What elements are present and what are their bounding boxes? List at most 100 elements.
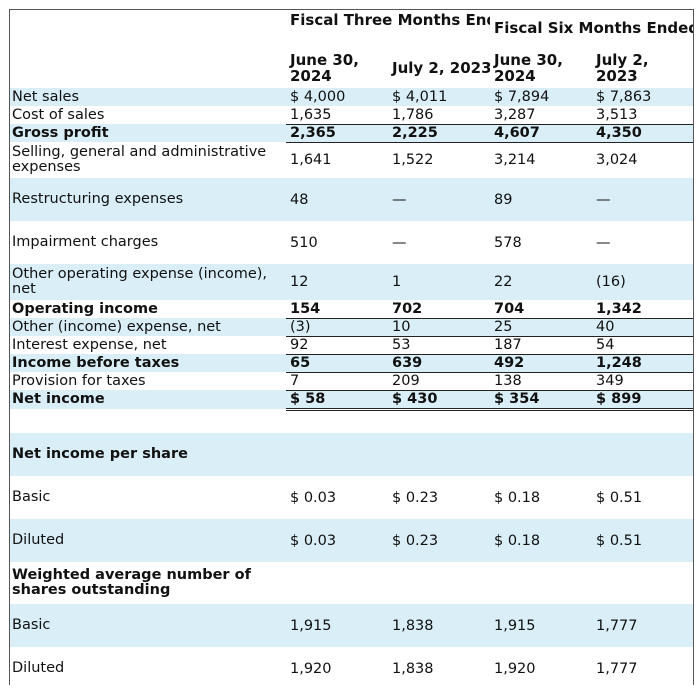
- table-row: Net sales $ 4,000 $ 4,011 $ 7,894 $ 7,86…: [10, 88, 693, 106]
- cell-value: $ 0.51: [592, 476, 693, 519]
- cell-value: 2,365: [286, 124, 388, 143]
- cell-value: 53: [388, 336, 490, 355]
- section-header-row: Weighted average number of shares outsta…: [10, 562, 693, 604]
- cell-value: 510: [286, 221, 388, 264]
- cell-value: $ 354: [490, 390, 592, 411]
- table-row: Net income $ 58 $ 430 $ 354 $ 899: [10, 390, 693, 411]
- section-label-eps: Net income per share: [10, 433, 286, 476]
- row-label: Impairment charges: [10, 221, 286, 264]
- income-statement-table: Fiscal Three Months Ended Fiscal Six Mon…: [10, 10, 693, 690]
- cell-value: 1,915: [286, 604, 388, 647]
- cell-value: 7: [286, 372, 388, 391]
- row-label: Basic: [10, 604, 286, 647]
- cell-value: 187: [490, 336, 592, 355]
- row-label: Cost of sales: [10, 106, 286, 124]
- table-row: Provision for taxes 7 209 138 349: [10, 372, 693, 391]
- table-row: Other (income) expense, net (3) 10 25 40: [10, 318, 693, 337]
- section-header-row: Net income per share: [10, 433, 693, 476]
- cell-value: —: [388, 178, 490, 221]
- table-row: Restructuring expenses 48 — 89 —: [10, 178, 693, 221]
- row-label: Basic: [10, 476, 286, 519]
- cell-value: $ 7,894: [490, 88, 592, 106]
- table-row: Cost of sales 1,635 1,786 3,287 3,513: [10, 106, 693, 125]
- cell-value: $ 58: [286, 390, 388, 411]
- row-label: Operating income: [10, 300, 286, 318]
- cell-value: 4,607: [490, 124, 592, 143]
- cell-value: [388, 562, 490, 604]
- cell-value: $ 0.18: [490, 519, 592, 562]
- header-three-months: Fiscal Three Months Ended: [286, 10, 490, 48]
- cell-value: $ 0.23: [388, 476, 490, 519]
- cell-value: 40: [592, 318, 693, 337]
- cell-value: 10: [388, 318, 490, 337]
- header-empty: [10, 48, 286, 88]
- row-label: Net income: [10, 390, 286, 409]
- cell-value: 1: [388, 264, 490, 300]
- header-empty: [10, 10, 286, 48]
- cell-value: 3,024: [592, 142, 693, 178]
- cell-value: 1,920: [286, 647, 388, 690]
- cell-value: [592, 433, 693, 476]
- cell-value: 65: [286, 354, 388, 373]
- cell-value: —: [592, 221, 693, 264]
- cell-value: $ 0.03: [286, 519, 388, 562]
- cell-value: 702: [388, 300, 490, 319]
- cell-value: —: [592, 178, 693, 221]
- cell-value: $ 899: [592, 390, 693, 411]
- cell-value: 89: [490, 178, 592, 221]
- cell-value: 1,248: [592, 354, 693, 373]
- cell-value: $ 0.18: [490, 476, 592, 519]
- cell-value: $ 430: [388, 390, 490, 411]
- spacer-row: [10, 409, 693, 433]
- cell-value: 704: [490, 300, 592, 319]
- table-row: Operating income 154 702 704 1,342: [10, 300, 693, 319]
- header-six-months: Fiscal Six Months Ended: [490, 10, 693, 48]
- cell-value: —: [388, 221, 490, 264]
- header-date-row: June 30, 2024 July 2, 2023 June 30, 2024…: [10, 48, 693, 88]
- row-label: Other (income) expense, net: [10, 318, 286, 336]
- cell-value: $ 0.03: [286, 476, 388, 519]
- cell-value: $ 7,863: [592, 88, 693, 106]
- row-label: Selling, general and administrative expe…: [10, 142, 286, 178]
- row-label: Gross profit: [10, 124, 286, 142]
- table-row: Diluted $ 0.03 $ 0.23 $ 0.18 $ 0.51: [10, 519, 693, 562]
- cell-value: 12: [286, 264, 388, 300]
- cell-value: 3,287: [490, 106, 592, 125]
- cell-value: $ 4,000: [286, 88, 388, 106]
- cell-value: 1,777: [592, 604, 693, 647]
- section-label-shares: Weighted average number of shares outsta…: [10, 562, 286, 604]
- cell-value: 1,635: [286, 106, 388, 125]
- table-row: Diluted 1,920 1,838 1,920 1,777: [10, 647, 693, 690]
- cell-value: 25: [490, 318, 592, 337]
- row-label: Interest expense, net: [10, 336, 286, 354]
- cell-value: 4,350: [592, 124, 693, 143]
- cell-value: 1,920: [490, 647, 592, 690]
- cell-value: [388, 433, 490, 476]
- cell-value: [490, 562, 592, 604]
- row-label: Restructuring expenses: [10, 178, 286, 221]
- cell-value: 578: [490, 221, 592, 264]
- table-row: Basic 1,915 1,838 1,915 1,777: [10, 604, 693, 647]
- cell-value: [286, 562, 388, 604]
- cell-value: [286, 433, 388, 476]
- cell-value: 1,777: [592, 647, 693, 690]
- col-header-jul-2023-3m: July 2, 2023: [388, 48, 490, 88]
- table-row: Other operating expense (income), net 12…: [10, 264, 693, 300]
- row-label: Diluted: [10, 519, 286, 562]
- cell-value: 22: [490, 264, 592, 300]
- cell-value: [592, 562, 693, 604]
- cell-value: 1,915: [490, 604, 592, 647]
- cell-value: 2,225: [388, 124, 490, 143]
- row-label: Provision for taxes: [10, 372, 286, 390]
- cell-value: 138: [490, 372, 592, 391]
- table-row: Interest expense, net 92 53 187 54: [10, 336, 693, 355]
- cell-value: 209: [388, 372, 490, 391]
- cell-value: 1,342: [592, 300, 693, 319]
- cell-value: 492: [490, 354, 592, 373]
- cell-value: (3): [286, 318, 388, 337]
- cell-value: 3,214: [490, 142, 592, 178]
- table-row: Impairment charges 510 — 578 —: [10, 221, 693, 264]
- cell-value: 154: [286, 300, 388, 319]
- cell-value: $ 0.23: [388, 519, 490, 562]
- table-row: Income before taxes 65 639 492 1,248: [10, 354, 693, 373]
